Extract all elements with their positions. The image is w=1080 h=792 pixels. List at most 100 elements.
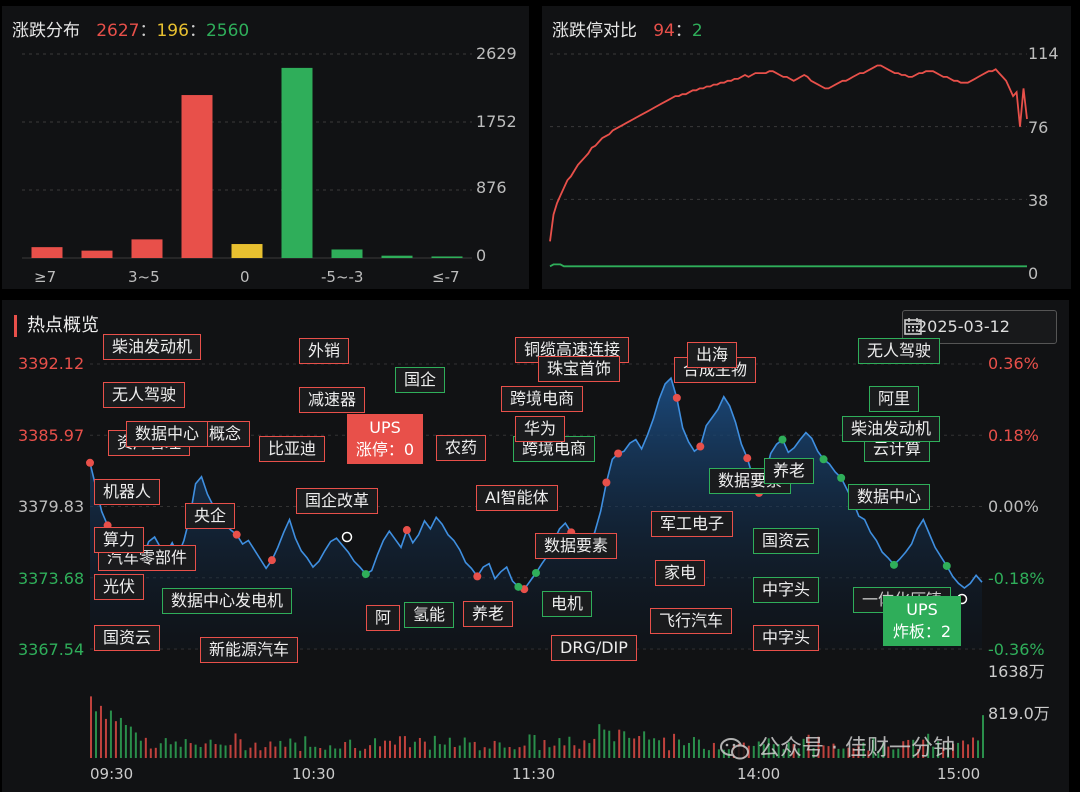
- concept-label[interactable]: DRG/DIP: [551, 635, 637, 661]
- concept-label[interactable]: 氢能: [404, 602, 455, 628]
- watermark: 公众号 · 佳财一分钟: [720, 730, 955, 762]
- calendar-icon[interactable]: [903, 316, 923, 336]
- volume-bar: [408, 747, 411, 758]
- volume-bar: [304, 736, 307, 758]
- concept-label[interactable]: 华为: [515, 416, 566, 442]
- volume-bar: [473, 741, 476, 758]
- concept-label[interactable]: 飞行汽车: [650, 608, 733, 634]
- volume-bar: [134, 732, 137, 758]
- volume-bar: [398, 736, 401, 758]
- concept-label[interactable]: 机器人: [94, 479, 161, 505]
- volume-bar: [563, 745, 566, 758]
- volume-bar: [663, 737, 666, 758]
- pct-tick: 0.18%: [988, 426, 1039, 445]
- volume-bar: [359, 750, 362, 758]
- volume-bar: [837, 748, 840, 758]
- limit-up-tooltip: UPS 涨停：0: [347, 414, 423, 464]
- concept-label[interactable]: 跨境电商: [501, 386, 584, 412]
- volume-bar: [508, 747, 511, 758]
- distribution-bar: [331, 249, 363, 258]
- concept-label[interactable]: 数据中心: [126, 421, 209, 447]
- volume-bar: [139, 740, 142, 758]
- event-marker-green: [532, 568, 540, 577]
- pct-tick: 0.36%: [988, 354, 1039, 373]
- volume-bar: [673, 733, 676, 758]
- dist-ytick: 2629: [476, 44, 517, 63]
- event-marker-red: [614, 449, 623, 458]
- concept-label[interactable]: 概念: [200, 421, 251, 447]
- concept-label[interactable]: 柴油发动机: [842, 416, 941, 442]
- concept-label[interactable]: 养老: [764, 458, 815, 484]
- concept-label[interactable]: 比亚迪: [259, 436, 326, 462]
- distribution-bar-chart: [22, 53, 472, 259]
- index-tick: 3373.68: [18, 569, 85, 588]
- volume-bar: [573, 745, 576, 758]
- volume-bar: [109, 710, 112, 758]
- concept-label[interactable]: 电机: [542, 591, 593, 617]
- concept-label[interactable]: 中字头: [753, 577, 820, 603]
- concept-label[interactable]: 外销: [299, 338, 350, 364]
- volume-bar: [543, 740, 546, 758]
- concept-label[interactable]: 家电: [655, 560, 706, 586]
- concept-label[interactable]: 出海: [687, 342, 738, 368]
- concept-label[interactable]: 中字头: [753, 625, 820, 651]
- volume-bar: [683, 745, 686, 758]
- wechat-icon: [720, 738, 749, 760]
- concept-label[interactable]: 国企改革: [296, 488, 379, 514]
- concept-label[interactable]: 数据中心: [848, 484, 931, 510]
- volume-bar: [294, 742, 297, 758]
- limit-ytick: 38: [1028, 191, 1049, 210]
- concept-label[interactable]: 农药: [436, 435, 487, 461]
- volume-bar: [199, 747, 202, 758]
- volume-bar: [942, 747, 945, 758]
- concept-label[interactable]: 军工电子: [651, 511, 734, 537]
- distribution-bar: [281, 67, 313, 258]
- concept-label[interactable]: 数据要素: [535, 533, 618, 559]
- concept-label[interactable]: 阿里: [869, 386, 920, 412]
- index-tick: 3367.54: [18, 640, 85, 659]
- tooltip-value: 炸板：2: [892, 622, 952, 641]
- concept-label[interactable]: 国资云: [94, 625, 161, 651]
- volume-bar: [458, 745, 461, 758]
- date-picker[interactable]: 2025-03-12: [902, 310, 1057, 344]
- volume-bar: [94, 711, 97, 758]
- time-tick: 11:30: [512, 765, 556, 783]
- concept-label[interactable]: 光伏: [94, 574, 145, 600]
- concept-label[interactable]: 阿: [366, 605, 401, 631]
- volume-bar: [548, 747, 551, 758]
- concept-label[interactable]: 国资云: [753, 528, 820, 554]
- volume-bar: [279, 740, 282, 758]
- volume-bar: [932, 746, 935, 758]
- volume-bar: [588, 743, 591, 758]
- distribution-title-line: 涨跌分布 2627：196：2560: [12, 16, 249, 41]
- volume-bar: [538, 750, 541, 758]
- concept-label[interactable]: 珠宝首饰: [538, 356, 621, 382]
- concept-label[interactable]: 柴油发动机: [103, 334, 202, 360]
- volume-bar: [169, 744, 172, 758]
- volume-bar: [772, 744, 775, 758]
- concept-label[interactable]: 无人驾驶: [858, 338, 941, 364]
- volume-bar: [413, 741, 416, 758]
- concept-label[interactable]: 数据中心发电机: [162, 588, 293, 614]
- volume-bar: [329, 745, 332, 758]
- volume-bar: [463, 737, 466, 758]
- volume-bar: [697, 739, 700, 758]
- index-tick: 3379.83: [18, 497, 85, 516]
- concept-label[interactable]: 无人驾驶: [103, 382, 186, 408]
- concept-label[interactable]: 国企: [395, 367, 446, 393]
- event-marker-red: [672, 393, 681, 402]
- volume-bar: [707, 750, 710, 758]
- volume-bar: [687, 742, 690, 758]
- concept-label[interactable]: 央企: [185, 503, 236, 529]
- concept-label[interactable]: AI智能体: [476, 485, 558, 511]
- concept-label[interactable]: 算力: [94, 527, 145, 553]
- volume-bar: [234, 733, 237, 758]
- concept-label[interactable]: 减速器: [299, 387, 366, 413]
- concept-label[interactable]: 养老: [463, 601, 514, 627]
- volume-bar: [972, 737, 975, 758]
- volume-bar: [852, 748, 855, 758]
- volume-bar: [523, 745, 526, 758]
- limit-down-count: 2: [691, 21, 703, 41]
- concept-label[interactable]: 新能源汽车: [200, 637, 299, 663]
- volume-bar: [568, 736, 571, 758]
